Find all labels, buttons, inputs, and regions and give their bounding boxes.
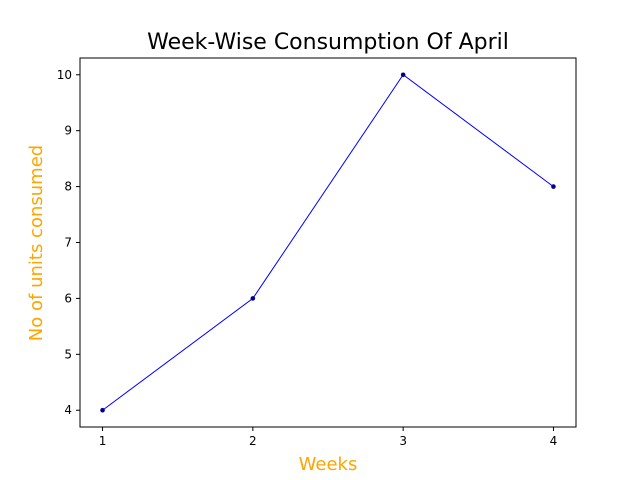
y-tick-label: 10	[57, 68, 72, 82]
x-tick-label: 1	[99, 434, 107, 448]
y-tick-label: 4	[64, 403, 72, 417]
data-point	[100, 407, 105, 413]
x-axis-label: Weeks	[299, 454, 358, 475]
series-layer	[100, 72, 556, 413]
x-axis-ticks: 1 2 3 4	[99, 427, 558, 448]
y-tick-label: 6	[64, 291, 72, 305]
y-axis-ticks: 4 5 6 7 8 9 10	[57, 68, 80, 417]
data-point	[400, 72, 406, 78]
y-tick-label: 9	[64, 124, 72, 138]
y-tick-label: 8	[64, 180, 72, 194]
x-tick-label: 4	[550, 434, 558, 448]
series-line	[102, 74, 554, 411]
data-point	[551, 184, 556, 189]
y-tick-label: 5	[64, 347, 72, 361]
x-tick-label: 2	[249, 434, 257, 448]
y-axis-label: No of units consumed	[26, 145, 47, 341]
x-tick-label: 3	[399, 434, 407, 448]
chart-title: Week-Wise Consumption Of April	[147, 30, 509, 55]
data-point	[250, 296, 256, 301]
y-tick-label: 7	[64, 236, 72, 250]
